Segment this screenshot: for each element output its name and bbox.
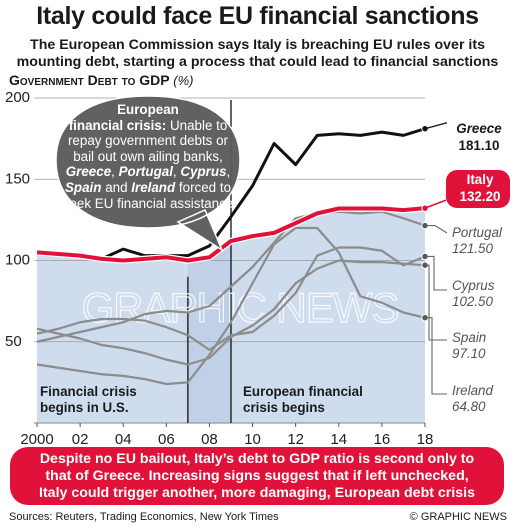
watermark: GRAPHIC NEWS — [81, 284, 398, 331]
spain-value: 97.10 — [452, 346, 486, 361]
bubble-text-2: forced to seek EU financial assistance — [62, 179, 234, 211]
ireland-label: Ireland 64.80 — [452, 383, 493, 415]
y-axis-label-main: Government Debt to GDP — [9, 72, 170, 88]
italy-line — [36, 206, 426, 263]
bubble-word-and: and — [105, 179, 128, 195]
ireland-callout — [425, 317, 447, 395]
y-tick-150: 150 — [5, 170, 30, 187]
subtitle-line-2: mounting debt, starting a process that c… — [16, 53, 499, 70]
bubble-country-ireland: Ireland — [131, 179, 176, 195]
y-tick-100: 100 — [5, 252, 30, 269]
subtitle: The European Commission says Italy is br… — [0, 37, 515, 70]
bubble-heading-line-2: financial crisis: — [68, 117, 167, 133]
portugal-value: 121.50 — [452, 241, 493, 256]
italy-name: Italy — [466, 172, 494, 187]
greece-value: 181.10 — [458, 138, 500, 153]
eu-crisis-line-2: crisis begins — [243, 399, 325, 415]
x-tick-2006: 06 — [158, 431, 175, 445]
x-tick-2012: 12 — [287, 431, 304, 445]
ireland-value: 64.80 — [452, 399, 486, 414]
ireland-name: Ireland — [452, 383, 493, 398]
bubble-country-spain: Spain — [64, 179, 102, 195]
x-tick-2000: 2000 — [20, 431, 53, 445]
eu-crisis-annotation: European financial crisis begins — [243, 384, 363, 415]
portugal-label: Portugal 121.50 — [452, 225, 502, 257]
crisis-bubble — [55, 95, 241, 252]
credit: © GRAPHIC NEWS — [409, 511, 507, 523]
x-tick-2008: 08 — [201, 431, 218, 445]
x-tick-2002: 02 — [72, 431, 89, 445]
subtitle-line-1: The European Commission says Italy is br… — [30, 37, 485, 53]
conclusion-line-3: Italy could trigger another, more damagi… — [39, 485, 475, 501]
spain-label: Spain 97.10 — [452, 330, 486, 362]
y-tick-50: 50 — [5, 333, 22, 350]
conclusion-box: Despite no EU bailout, Italy’s debt to G… — [10, 447, 504, 505]
bubble-text-1: Unable to repay government debts or bail… — [67, 117, 229, 164]
portugal-line — [36, 210, 426, 343]
conclusion-line-1: Despite no EU bailout, Italy’s debt to G… — [39, 451, 475, 467]
crisis-shaded-range — [187, 241, 231, 423]
y-tick-200: 200 — [5, 89, 30, 106]
spain-line — [36, 259, 426, 366]
x-tick-2018: 18 — [417, 431, 434, 445]
portugal-name: Portugal — [452, 225, 502, 240]
spain-callout — [425, 264, 447, 341]
debt-chart: GRAPHIC NEWS 50 100 150 200 2000 02 04 06 08 10 12… — [5, 89, 510, 445]
bubble-country-cyprus: Cyprus — [180, 164, 227, 180]
us-crisis-line-2: begins in U.S. — [40, 399, 129, 415]
x-tick-2014: 14 — [330, 431, 347, 445]
italy-label-box — [446, 170, 510, 208]
ireland-line — [36, 226, 426, 386]
us-crisis-line-1: Financial crisis — [40, 384, 137, 399]
x-tick-2016: 16 — [374, 431, 391, 445]
bubble-country-portugal: Portugal — [118, 164, 173, 180]
italy-callout — [424, 199, 447, 209]
x-tick-2010: 10 — [244, 431, 261, 445]
cyprus-name: Cyprus — [452, 278, 495, 293]
cyprus-label: Cyprus 102.50 — [452, 278, 494, 310]
spain-name: Spain — [452, 330, 487, 345]
bubble-country-greece: Greece — [65, 164, 112, 180]
y-axis-unit: (%) — [173, 73, 194, 88]
italy-label: Italy 132.20 — [449, 172, 511, 205]
bubble-heading-line-1: European — [117, 102, 179, 117]
cyprus-line — [36, 246, 426, 351]
cyprus-callout — [425, 255, 447, 291]
y-axis-label: Government Debt to GDP (%) — [9, 72, 193, 88]
greece-callout — [424, 122, 448, 130]
conclusion-line-2: that of Greece. Increasing signs suggest… — [45, 468, 469, 484]
x-tick-2004: 04 — [115, 431, 132, 445]
eu-crisis-line-1: European financial — [243, 384, 363, 399]
greece-name: Greece — [456, 121, 502, 136]
greece-label: Greece 181.10 — [451, 120, 507, 154]
bubble-text: European financial crisis: Unable to rep… — [62, 102, 234, 211]
italy-value: 132.20 — [459, 188, 501, 204]
page-title: Italy could face EU financial sanctions — [36, 2, 479, 30]
cyprus-value: 102.50 — [452, 294, 493, 309]
us-crisis-annotation: Financial crisis begins in U.S. — [40, 384, 137, 415]
portugal-callout — [425, 225, 448, 234]
sources: Sources: Reuters, Trading Economics, New… — [9, 511, 279, 523]
